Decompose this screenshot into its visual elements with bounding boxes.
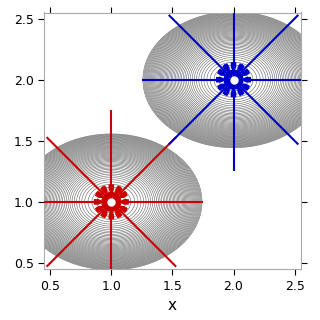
X-axis label: x: x: [168, 298, 177, 313]
